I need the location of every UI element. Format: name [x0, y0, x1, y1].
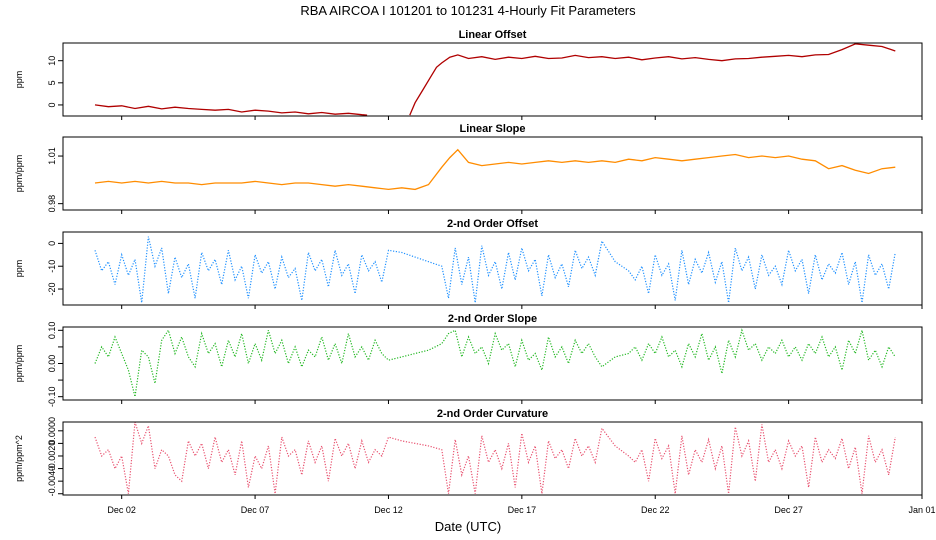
y-tick-label: -0.0040 [47, 466, 57, 497]
y-tick-label: 0.10 [47, 322, 57, 340]
x-tick-label: Jan 01 [908, 505, 935, 515]
x-tick-label: Dec 12 [374, 505, 403, 515]
y-axis-label: ppm/ppm [14, 345, 24, 383]
panel-title: 2-nd Order Curvature [437, 408, 548, 420]
x-tick-label: Dec 17 [508, 505, 537, 515]
series-line [94, 328, 896, 397]
series-line [94, 148, 896, 191]
panel-frame [62, 421, 923, 496]
x-tick-label: Dec 07 [241, 505, 270, 515]
y-tick-label: 1.01 [47, 147, 57, 165]
series-line [94, 43, 896, 116]
y-tick-label: -0.10 [47, 386, 57, 407]
panel-title: 2-nd Order Offset [447, 218, 538, 230]
y-axis-label: ppm/ppm^2 [14, 435, 24, 482]
y-tick-label: -10 [47, 260, 57, 273]
x-tick-label: Dec 02 [107, 505, 136, 515]
y-tick-label: 10 [47, 56, 57, 66]
x-tick-label: Dec 27 [774, 505, 803, 515]
panel-title: Linear Slope [459, 123, 525, 135]
series-line [94, 422, 896, 494]
figure-title: RBA AIRCOA I 101201 to 101231 4-Hourly F… [300, 3, 636, 18]
y-tick-label: 0.98 [47, 195, 57, 213]
panel-frame [62, 326, 923, 401]
x-axis-label: Date (UTC) [435, 519, 501, 534]
y-axis-label: ppm/ppm [14, 155, 24, 193]
panel-title: Linear Offset [459, 29, 527, 41]
y-tick-label: 0.0000 [47, 417, 57, 445]
y-axis-label: ppm [14, 260, 24, 278]
y-tick-label: 5 [47, 80, 57, 85]
y-tick-label: 0 [47, 241, 57, 246]
y-tick-label: -20 [47, 283, 57, 296]
series-line [94, 236, 896, 303]
panel-title: 2-nd Order Slope [448, 313, 537, 325]
panel-frame [62, 136, 923, 211]
panel-frame [62, 42, 923, 117]
y-tick-label: 0 [47, 102, 57, 107]
panel-frame [62, 231, 923, 306]
x-tick-label: Dec 22 [641, 505, 670, 515]
y-axis-label: ppm [14, 71, 24, 89]
y-tick-label: -0.0020 [47, 441, 57, 472]
y-tick-label: 0.00 [47, 355, 57, 373]
